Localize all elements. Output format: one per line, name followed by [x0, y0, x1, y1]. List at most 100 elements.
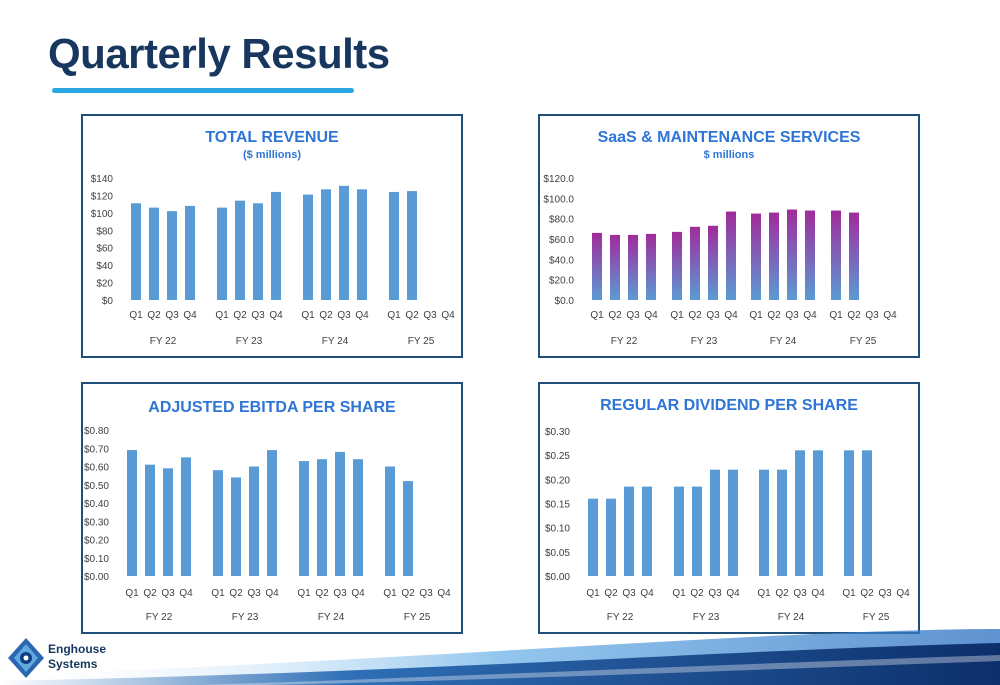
y-tick-label: $120: [91, 191, 114, 202]
quarter-tick-label: Q1: [387, 310, 401, 321]
quarter-tick-label: Q3: [793, 588, 807, 599]
bar: [588, 498, 598, 576]
y-tick-label: $0.10: [545, 524, 570, 535]
bar: [217, 207, 227, 300]
bar: [353, 459, 363, 576]
quarter-tick-label: Q2: [229, 588, 243, 599]
ebitda-chart: ADJUSTED EBITDA PER SHARE $0.00 $0.10 $0.20…: [84, 399, 451, 623]
quarter-tick-label: Q1: [211, 588, 225, 599]
y-tick-label: $0.60: [84, 463, 109, 474]
bar: [692, 486, 702, 576]
page-title: Quarterly Results: [48, 30, 390, 77]
quarter-tick-label: Q4: [644, 310, 658, 321]
bar: [303, 194, 313, 300]
quarter-tick-label: Q1: [586, 588, 600, 599]
bar: [728, 469, 738, 576]
logo-line-1: Enghouse: [48, 642, 107, 656]
quarter-tick-label: Q1: [829, 310, 843, 321]
bar: [813, 450, 823, 576]
bar: [726, 211, 736, 300]
year-group-label: FY 25: [404, 612, 431, 623]
logo-wordmark: Enghouse Systems: [48, 642, 106, 672]
y-tick-label: $0.70: [84, 444, 109, 455]
quarter-tick-label: Q4: [269, 310, 283, 321]
quarter-tick-label: Q2: [608, 310, 622, 321]
bar: [777, 469, 787, 576]
quarter-tick-label: Q3: [419, 588, 433, 599]
y-tick-label: $0.00: [545, 572, 570, 583]
year-group-label: FY 23: [693, 612, 720, 623]
year-group-label: FY 23: [236, 336, 263, 347]
year-group-label: FY 24: [770, 336, 797, 347]
bar: [606, 498, 616, 576]
bar: [321, 189, 331, 300]
quarter-tick-label: Q1: [670, 310, 684, 321]
bar: [357, 189, 367, 300]
quarter-tick-label: Q1: [672, 588, 686, 599]
quarter-tick-label: Q1: [129, 310, 143, 321]
y-tick-label: $0.30: [545, 427, 570, 438]
quarter-tick-label: Q2: [690, 588, 704, 599]
year-group-label: FY 23: [691, 336, 718, 347]
quarter-tick-label: Q2: [401, 588, 415, 599]
quarter-tick-label: Q2: [604, 588, 618, 599]
quarter-tick-label: Q1: [383, 588, 397, 599]
enghouse-logo-icon: [8, 638, 44, 678]
y-tick-label: $100: [91, 209, 114, 220]
quarter-tick-label: Q4: [883, 310, 897, 321]
y-tick-label: $0.00: [84, 572, 109, 583]
y-tick-label: $140: [91, 174, 114, 185]
bar: [844, 450, 854, 576]
chart-title: REGULAR DIVIDEND PER SHARE: [600, 397, 858, 414]
bar: [149, 207, 159, 300]
quarter-tick-label: Q4: [896, 588, 910, 599]
quarter-tick-label: Q4: [441, 310, 455, 321]
bar: [628, 234, 638, 300]
year-group-label: FY 25: [863, 612, 890, 623]
bar: [181, 457, 191, 576]
y-tick-label: $120.0: [543, 174, 574, 185]
quarter-tick-label: Q2: [847, 310, 861, 321]
year-group-label: FY 22: [611, 336, 638, 347]
y-tick-label: $0.0: [555, 296, 575, 307]
y-tick-label: $80.0: [549, 215, 574, 226]
y-tick-label: $0.05: [545, 548, 570, 559]
bar: [299, 461, 309, 576]
bar: [163, 468, 173, 576]
quarter-tick-label: Q4: [179, 588, 193, 599]
quarter-tick-label: Q4: [811, 588, 825, 599]
bar: [271, 191, 281, 300]
dividend-chart-panel: REGULAR DIVIDEND PER SHARE $0.00 $0.05 $0.1…: [538, 382, 920, 634]
y-tick-label: $0.10: [84, 554, 109, 565]
bar: [131, 203, 141, 300]
quarter-tick-label: Q3: [878, 588, 892, 599]
bar: [795, 450, 805, 576]
y-tick-label: $0.40: [84, 499, 109, 510]
year-group-label: FY 25: [408, 336, 435, 347]
y-tick-label: $60.0: [549, 235, 574, 246]
quarter-tick-label: Q2: [233, 310, 247, 321]
y-tick-label: $40: [96, 261, 113, 272]
chart-subtitle: ($ millions): [243, 149, 301, 161]
bar: [690, 226, 700, 300]
quarter-tick-label: Q3: [785, 310, 799, 321]
bar: [642, 486, 652, 576]
chart-subtitle: $ millions: [704, 149, 755, 161]
bar: [710, 469, 720, 576]
quarter-tick-label: Q1: [590, 310, 604, 321]
dividend-chart: REGULAR DIVIDEND PER SHARE $0.00 $0.05 $0.1…: [545, 397, 910, 623]
quarter-tick-label: Q4: [183, 310, 197, 321]
year-group-label: FY 23: [232, 612, 259, 623]
bar: [339, 185, 349, 300]
y-tick-label: $0.50: [84, 481, 109, 492]
y-tick-label: $20: [96, 279, 113, 290]
y-tick-label: $100.0: [543, 194, 574, 205]
quarter-tick-label: Q2: [147, 310, 161, 321]
bar: [253, 203, 263, 300]
quarter-tick-label: Q3: [706, 310, 720, 321]
bar: [335, 451, 345, 576]
quarter-tick-label: Q1: [215, 310, 229, 321]
logo-line-2: Systems: [48, 657, 98, 671]
quarter-tick-label: Q2: [860, 588, 874, 599]
quarter-tick-label: Q1: [842, 588, 856, 599]
